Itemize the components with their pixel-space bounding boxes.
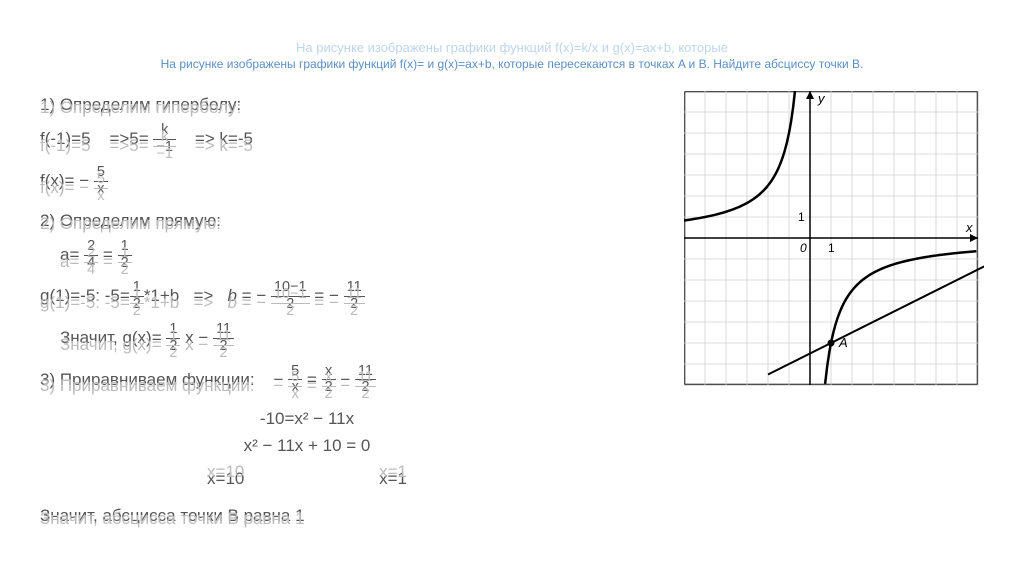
svg-text:1: 1: [798, 210, 805, 224]
svg-text:x: x: [965, 220, 973, 235]
svg-text:A: A: [838, 335, 848, 350]
step1-fx-ghost: f(x)= − 5x: [40, 172, 654, 205]
svg-text:y: y: [817, 91, 826, 106]
svg-text:0: 0: [800, 241, 807, 255]
problem-header: На рисунке изображены графики функций f(…: [40, 40, 984, 71]
step1-title-ghost: 1) Определим гиперболу:: [40, 94, 654, 121]
step1-line-ghost: f(-1)=5 =>5= k−1 => k=-5: [40, 130, 654, 163]
content-area: 1) Определим гиперболу: 1) Определим гип…: [40, 91, 984, 534]
eq1: -10=x² − 11x: [0, 405, 654, 432]
solution-text: 1) Определим гиперболу: 1) Определим гип…: [40, 91, 654, 534]
svg-text:1: 1: [828, 241, 835, 255]
graph: 0 1 1 y x A: [684, 91, 984, 391]
answer-ghost: Значит, абсцисса точки B равна 1: [40, 505, 654, 532]
eq2: x² − 11x + 10 = 0: [0, 432, 654, 459]
eq3: x=10 x=1: [0, 458, 654, 485]
header-faded: На рисунке изображены графики функций f(…: [40, 40, 984, 55]
header-main: На рисунке изображены графики функций f(…: [40, 57, 984, 71]
graph-svg: 0 1 1 y x A: [684, 91, 984, 391]
step2-title-ghost: 2) Определим прямую:: [40, 210, 654, 237]
